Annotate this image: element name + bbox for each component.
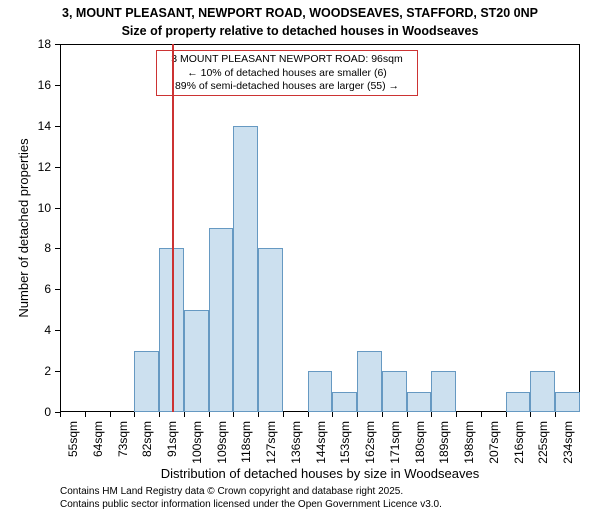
y-tick-label: 8 (27, 241, 51, 255)
y-tick-label: 4 (27, 323, 51, 337)
x-tick-mark (530, 412, 531, 417)
x-tick-label: 100sqm (190, 421, 204, 471)
x-tick-mark (431, 412, 432, 417)
y-tick-mark (55, 208, 60, 209)
histogram-bar (134, 351, 159, 412)
y-tick-label: 2 (27, 364, 51, 378)
x-tick-mark (258, 412, 259, 417)
x-tick-label: 91sqm (165, 421, 179, 471)
x-tick-mark (283, 412, 284, 417)
y-tick-label: 14 (27, 119, 51, 133)
x-tick-label: 207sqm (487, 421, 501, 471)
histogram-bar (431, 371, 456, 412)
x-tick-label: 153sqm (338, 421, 352, 471)
y-tick-label: 16 (27, 78, 51, 92)
chart-title-line2: Size of property relative to detached ho… (0, 24, 600, 38)
x-tick-label: 225sqm (536, 421, 550, 471)
histogram-bar (308, 371, 333, 412)
x-tick-mark (506, 412, 507, 417)
x-tick-mark (184, 412, 185, 417)
y-tick-mark (55, 289, 60, 290)
x-tick-mark (332, 412, 333, 417)
y-tick-mark (55, 44, 60, 45)
annotation-box: 3 MOUNT PLEASANT NEWPORT ROAD: 96sqm ← 1… (156, 50, 418, 96)
chart-title-line1: 3, MOUNT PLEASANT, NEWPORT ROAD, WOODSEA… (0, 6, 600, 20)
histogram-bar (555, 392, 580, 412)
histogram-bar (184, 310, 209, 412)
x-tick-mark (456, 412, 457, 417)
histogram-bar (258, 248, 283, 412)
footer-line-1: Contains HM Land Registry data © Crown c… (60, 486, 403, 497)
x-tick-label: 216sqm (512, 421, 526, 471)
x-tick-mark (159, 412, 160, 417)
y-tick-label: 0 (27, 405, 51, 419)
y-tick-label: 10 (27, 201, 51, 215)
x-tick-mark (134, 412, 135, 417)
y-axis-label: Number of detached properties (16, 128, 31, 328)
annotation-line-1: 3 MOUNT PLEASANT NEWPORT ROAD: 96sqm (161, 53, 413, 67)
y-tick-label: 18 (27, 37, 51, 51)
x-tick-mark (60, 412, 61, 417)
y-tick-label: 6 (27, 282, 51, 296)
histogram-bar (209, 228, 234, 412)
y-tick-label: 12 (27, 160, 51, 174)
x-tick-mark (308, 412, 309, 417)
x-tick-label: 162sqm (363, 421, 377, 471)
annotation-line-3: 89% of semi-detached houses are larger (… (161, 80, 413, 94)
histogram-bar (530, 371, 555, 412)
histogram-bar (357, 351, 382, 412)
x-tick-mark (233, 412, 234, 417)
footer-line-2: Contains public sector information licen… (60, 499, 442, 510)
x-tick-label: 55sqm (66, 421, 80, 471)
x-tick-label: 127sqm (264, 421, 278, 471)
x-tick-label: 109sqm (215, 421, 229, 471)
chart-container: 3, MOUNT PLEASANT, NEWPORT ROAD, WOODSEA… (0, 0, 600, 500)
x-tick-mark (85, 412, 86, 417)
y-tick-mark (55, 126, 60, 127)
x-tick-label: 136sqm (289, 421, 303, 471)
histogram-bar (382, 371, 407, 412)
x-tick-mark (481, 412, 482, 417)
x-tick-mark (357, 412, 358, 417)
x-tick-label: 64sqm (91, 421, 105, 471)
reference-marker-line (172, 44, 174, 412)
x-tick-label: 82sqm (140, 421, 154, 471)
x-tick-label: 180sqm (413, 421, 427, 471)
x-tick-mark (110, 412, 111, 417)
annotation-line-2: ← 10% of detached houses are smaller (6) (161, 67, 413, 81)
x-tick-label: 189sqm (437, 421, 451, 471)
histogram-bar (233, 126, 258, 412)
x-tick-label: 144sqm (314, 421, 328, 471)
histogram-bar (407, 392, 432, 412)
y-tick-mark (55, 85, 60, 86)
x-tick-label: 73sqm (116, 421, 130, 471)
x-tick-mark (209, 412, 210, 417)
x-tick-label: 198sqm (462, 421, 476, 471)
y-tick-mark (55, 371, 60, 372)
histogram-bar (506, 392, 531, 412)
x-tick-label: 234sqm (561, 421, 575, 471)
histogram-bar (332, 392, 357, 412)
y-tick-mark (55, 330, 60, 331)
x-tick-label: 118sqm (239, 421, 253, 471)
x-tick-label: 171sqm (388, 421, 402, 471)
y-tick-mark (55, 248, 60, 249)
x-tick-mark (382, 412, 383, 417)
y-tick-mark (55, 167, 60, 168)
x-tick-mark (555, 412, 556, 417)
x-tick-mark (407, 412, 408, 417)
